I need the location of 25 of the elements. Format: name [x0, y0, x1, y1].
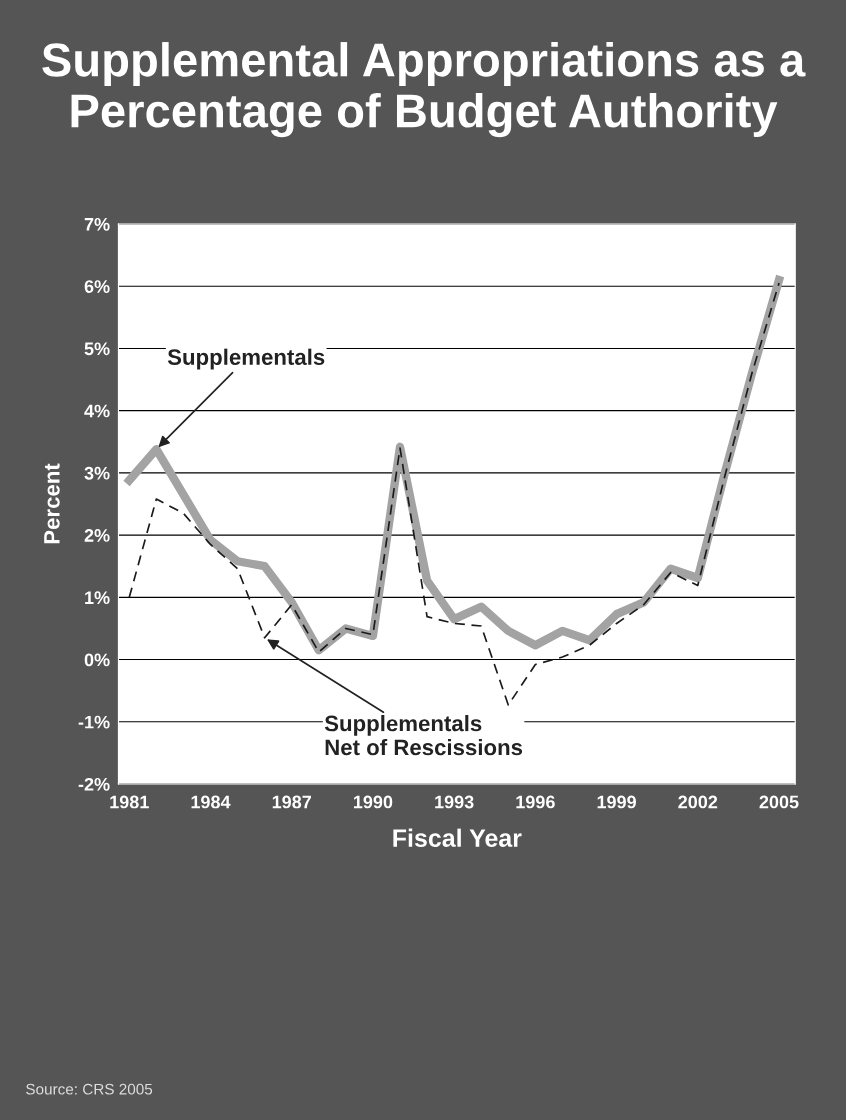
- annotation: Supplementals Net of Rescissions: [324, 715, 523, 756]
- x-tick-label: 1981: [110, 795, 149, 809]
- x-tick-label: 1996: [516, 795, 555, 809]
- y-tick-label: 5%: [84, 342, 110, 356]
- y-tick-label: -2%: [78, 777, 110, 791]
- y-tick-label: 0%: [84, 653, 110, 667]
- annotation: Supplementals: [167, 348, 325, 370]
- source-note: Source: CRS 2005: [26, 1083, 153, 1095]
- y-tick-label: 4%: [84, 404, 110, 418]
- x-tick-label: 2002: [678, 795, 718, 809]
- y-tick-label: 1%: [85, 591, 110, 605]
- y-tick-label: 3%: [84, 466, 110, 480]
- y-tick-label: -1%: [78, 715, 110, 729]
- x-tick-label: 1993: [435, 795, 474, 809]
- x-axis-title: Fiscal Year: [393, 828, 522, 847]
- y-tick-label: 2%: [84, 529, 110, 542]
- y-tick-label: 7%: [84, 217, 110, 231]
- y-axis-title: Percent: [44, 463, 60, 544]
- x-tick-label: 1987: [272, 795, 311, 809]
- x-tick-label: 2005: [759, 795, 799, 809]
- x-tick-label: 1984: [191, 795, 231, 809]
- chart-title: Supplemental Appropriations as a Percentage of Budget Authority: [42, 42, 806, 138]
- x-tick-label: 1999: [597, 795, 636, 809]
- y-tick-label: 6%: [84, 280, 110, 293]
- x-tick-label: 1990: [353, 795, 393, 809]
